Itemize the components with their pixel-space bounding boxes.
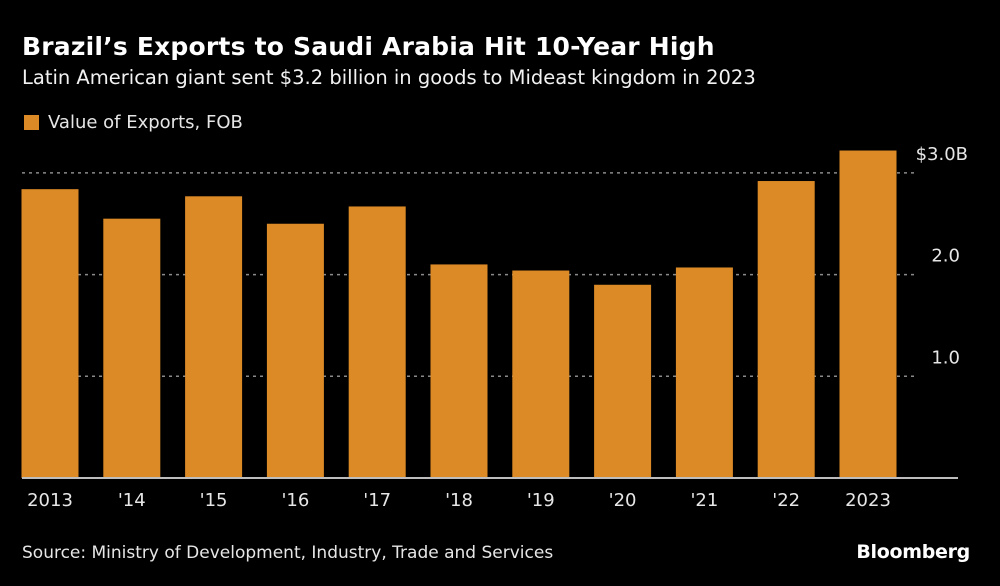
bar-22: [757, 181, 815, 478]
legend: Value of Exports, FOB: [24, 112, 243, 133]
bars: [21, 150, 897, 479]
x-tick-label: '22: [772, 490, 800, 511]
x-tick-label: '20: [609, 490, 637, 511]
bar-20: [594, 284, 652, 478]
bloomberg-logo: Bloomberg: [856, 541, 970, 563]
legend-label: Value of Exports, FOB: [48, 112, 243, 133]
x-tick-label: 2013: [27, 490, 73, 511]
y-tick-label: 2.0: [931, 246, 960, 267]
bar-16: [266, 223, 324, 478]
x-tick-label: '15: [200, 490, 228, 511]
bar-19: [512, 270, 570, 478]
source-note: Source: Ministry of Development, Industr…: [22, 543, 554, 563]
x-tick-label: '17: [363, 490, 391, 511]
x-tick-label: 2023: [845, 490, 891, 511]
bar-2013: [21, 189, 79, 478]
x-tick-label: '18: [445, 490, 473, 511]
y-tick-label: $3.0B: [916, 144, 968, 165]
bar-15: [185, 196, 243, 478]
x-axis-labels: 2013 '14 '15 '16 '17 '18 '19 '20 '21 '22 2023: [27, 490, 891, 511]
chart-subtitle: Latin American giant sent $3.2 billion i…: [22, 66, 756, 89]
y-axis-labels: 1.0 2.0 $3.0B: [916, 144, 968, 368]
bar-2023: [839, 150, 897, 478]
x-tick-label: '21: [690, 490, 718, 511]
bar-14: [103, 218, 161, 479]
x-tick-label: '14: [118, 490, 146, 511]
bar-21: [675, 267, 733, 478]
x-tick-label: '16: [281, 490, 309, 511]
legend-swatch: [24, 115, 39, 130]
bar-17: [348, 206, 406, 478]
bar-18: [430, 264, 488, 478]
y-tick-label: 1.0: [931, 347, 960, 368]
chart-title: Brazil’s Exports to Saudi Arabia Hit 10-…: [22, 32, 715, 61]
x-tick-label: '19: [527, 490, 555, 511]
